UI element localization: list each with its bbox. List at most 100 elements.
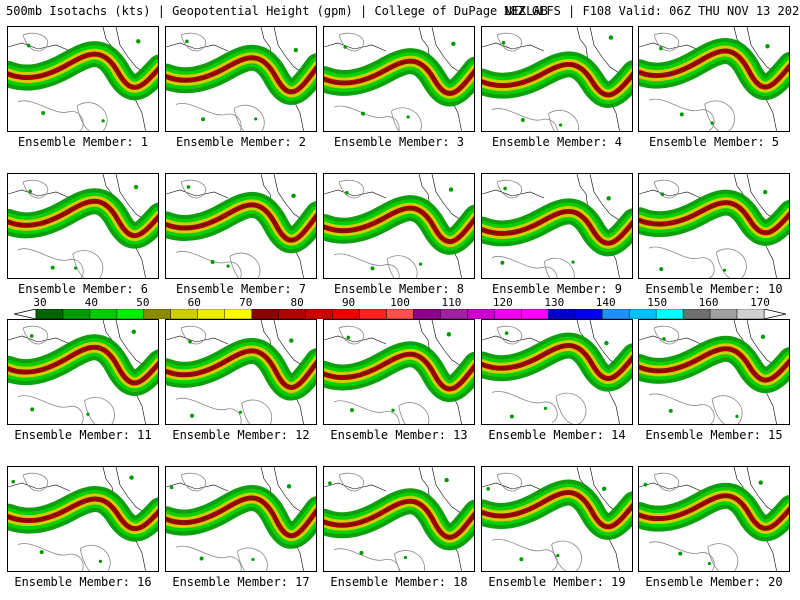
ensemble-member-label: Ensemble Member: 1 [17, 135, 149, 149]
jet-streamlines [324, 207, 474, 242]
colorbar-segment [251, 309, 279, 319]
scattered-green-patches [343, 41, 456, 119]
colorbar-segment [494, 309, 522, 319]
ensemble-member-label: Ensemble Member: 6 [17, 282, 149, 296]
height-contours [175, 472, 268, 571]
colorbar-tick-label: 60 [187, 296, 201, 309]
height-contours [491, 325, 587, 424]
height-contours [491, 472, 583, 571]
colorbar-segment [197, 309, 225, 319]
colorbar-segment [143, 309, 172, 319]
height-contours [333, 325, 430, 424]
ensemble-member-label: Ensemble Member: 13 [330, 428, 468, 442]
height-contours [333, 472, 425, 571]
colorbar-segment [305, 309, 333, 319]
ensemble-member-label: Ensemble Member: 12 [172, 428, 310, 442]
ensemble-member-map [7, 173, 159, 279]
colorbar [14, 309, 786, 319]
height-contours [648, 325, 743, 424]
ensemble-member-label: Ensemble Member: 11 [14, 428, 152, 442]
ensemble-member-map [323, 466, 475, 572]
colorbar-segment [521, 309, 549, 319]
ensemble-member-label: Ensemble Member: 2 [175, 135, 307, 149]
scattered-green-patches [486, 486, 607, 562]
colorbar-right-arrow [763, 309, 786, 319]
colorbar-segment [62, 309, 91, 319]
jet-streamlines [482, 345, 632, 379]
ensemble-member-label: Ensemble Member: 16 [14, 575, 152, 589]
scattered-green-patches [504, 331, 609, 419]
ensemble-member-map [481, 26, 633, 132]
scattered-green-patches [29, 329, 136, 416]
ensemble-member-map [481, 319, 633, 425]
scattered-green-patches [188, 338, 294, 418]
colorbar-left-arrow [14, 309, 37, 319]
scattered-green-patches [186, 185, 296, 268]
colorbar-tick-label: 100 [390, 296, 410, 309]
jet-streamlines [166, 204, 316, 241]
jet-streamlines [324, 60, 474, 94]
ensemble-member-label: Ensemble Member: 20 [645, 575, 783, 589]
ensemble-member-map [638, 319, 790, 425]
height-contours [17, 325, 115, 424]
ensemble-member-map [323, 319, 475, 425]
colorbar-segment [332, 309, 360, 319]
colorbar-segment [440, 309, 468, 319]
colorbar-segment [386, 309, 414, 319]
colorbar-tick-label: 170 [750, 296, 770, 309]
ensemble-member-map [323, 173, 475, 279]
scattered-green-patches [659, 189, 768, 272]
jet-streamlines [8, 498, 158, 529]
jet-streamlines [639, 495, 789, 529]
jet-streamlines [166, 57, 316, 92]
ensemble-member-map [7, 466, 159, 572]
ensemble-member-label: Ensemble Member: 15 [645, 428, 783, 442]
scattered-green-patches [344, 187, 454, 271]
colorbar-segment [278, 309, 306, 319]
ensemble-member-label: Ensemble Member: 10 [645, 282, 783, 296]
scattered-green-patches [11, 475, 134, 563]
colorbar-segment [575, 309, 603, 319]
colorbar-tick-label: 70 [239, 296, 253, 309]
scattered-green-patches [28, 184, 139, 270]
height-contours [175, 179, 261, 278]
ensemble-member-label: Ensemble Member: 17 [172, 575, 310, 589]
ensemble-member-label: Ensemble Member: 4 [491, 135, 623, 149]
jet-streamlines [639, 348, 789, 381]
colorbar-tick-label: 80 [290, 296, 304, 309]
ensemble-member-label: Ensemble Member: 14 [488, 428, 626, 442]
ensemble-member-map [638, 466, 790, 572]
height-contours [175, 325, 273, 424]
height-contours [175, 32, 265, 131]
jet-streamlines [166, 497, 316, 536]
colorbar-segment [655, 309, 684, 319]
jet-streamlines [482, 492, 632, 527]
colorbar-tick-label: 120 [492, 296, 513, 309]
height-contours [17, 179, 104, 278]
ensemble-member-map [481, 173, 633, 279]
colorbar-segment [709, 309, 738, 319]
scattered-green-patches [659, 44, 770, 125]
ensemble-member-label: Ensemble Member: 9 [491, 282, 623, 296]
colorbar-segment [682, 309, 711, 319]
colorbar-segment [602, 309, 630, 319]
jet-streamlines [8, 201, 158, 236]
scattered-green-patches [500, 186, 611, 265]
colorbar-tick-label: 160 [698, 296, 719, 309]
height-contours [491, 179, 575, 278]
ensemble-member-map [638, 173, 790, 279]
height-contours [333, 179, 418, 278]
scattered-green-patches [185, 39, 299, 122]
scattered-green-patches [328, 477, 449, 560]
scattered-green-patches [26, 39, 141, 123]
colorbar-tick-label: 110 [441, 296, 462, 309]
colorbar-segment [413, 309, 441, 319]
scattered-green-patches [346, 332, 452, 413]
colorbar-segment [116, 309, 145, 319]
colorbar-tick-label: 50 [136, 296, 150, 309]
scattered-green-patches [169, 484, 292, 562]
colorbar-segment [359, 309, 387, 319]
jet-streamlines [324, 501, 474, 538]
colorbar-segment [548, 309, 576, 319]
ensemble-member-map [481, 466, 633, 572]
